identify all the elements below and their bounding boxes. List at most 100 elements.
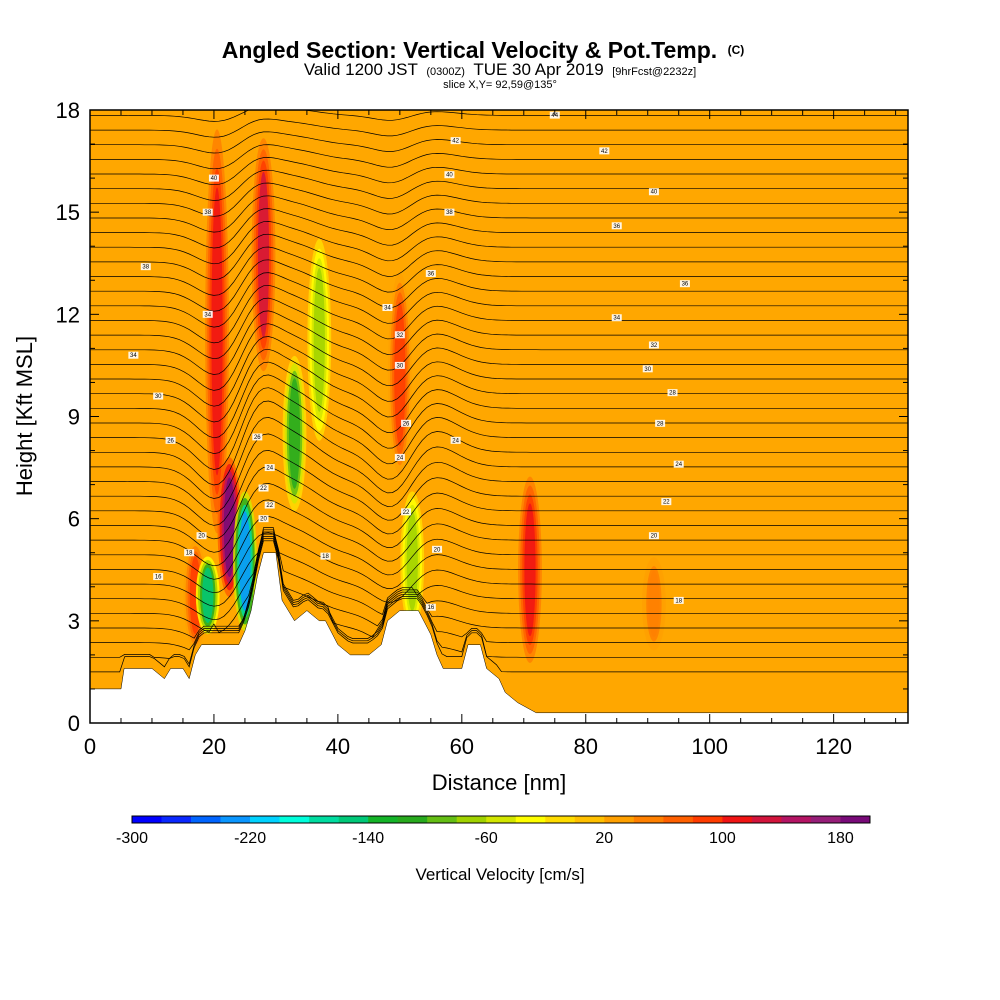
contour-label: 28 <box>655 419 666 427</box>
theta-contour-line <box>90 182 908 217</box>
contour-label: 36 <box>425 269 436 277</box>
colorbar-swatch <box>722 816 753 823</box>
contour-label-text: 32 <box>397 333 404 339</box>
contour-label-text: 42 <box>601 149 608 155</box>
theta-contour-line <box>90 433 908 513</box>
contour-label-bg <box>264 501 275 509</box>
theta-contour-line <box>90 361 908 439</box>
colorbar-swatch <box>132 816 162 823</box>
colorbar-swatch <box>486 816 517 823</box>
contour-label-text: 20 <box>651 534 658 540</box>
theta-contour-line <box>90 110 908 122</box>
x-tick-label: 60 <box>450 734 474 759</box>
contour-label-bg <box>425 603 436 611</box>
contour-label: 34 <box>202 310 213 318</box>
contour-label-text: 40 <box>651 190 658 196</box>
theta-contour-line <box>90 483 908 553</box>
y-axis-label: Height [Kft MSL] <box>12 336 37 496</box>
colorbar-swatch <box>427 816 458 823</box>
theta-contour-line <box>90 400 908 486</box>
contour-label-text: 24 <box>452 438 459 444</box>
y-tick-label: 3 <box>68 609 80 634</box>
theta-contour-line <box>90 259 908 312</box>
contour-label-text: 16 <box>427 605 434 611</box>
contour-label-bg <box>673 596 684 604</box>
theta-contour-line <box>90 336 908 407</box>
contour-label: 20 <box>648 532 659 540</box>
x-axis-label: Distance [nm] <box>432 770 567 795</box>
contour-label-bg <box>648 532 659 540</box>
contour-label: 30 <box>642 365 653 373</box>
colorbar-swatch <box>368 816 398 823</box>
contour-label-bg <box>202 208 213 216</box>
x-tick-label: 40 <box>326 734 350 759</box>
theta-contour-line <box>90 417 908 499</box>
y-tick-label: 15 <box>56 200 80 225</box>
contour-label-bg <box>264 464 275 472</box>
colorbar-swatch <box>309 816 339 823</box>
contour-labels: 44 42 42 40 40 40 38 38 36 38 36 36 34 34 34 34 32 32 30 30… <box>128 111 690 611</box>
contour-label: 20 <box>258 515 269 523</box>
y-tick-label: 0 <box>68 711 80 736</box>
chart-title: Angled Section: Vertical Velocity & Pot.… <box>222 37 745 63</box>
contour-label-bg <box>258 515 269 523</box>
colorbar-swatch <box>604 816 635 823</box>
colorbar-swatch <box>692 816 723 823</box>
contour-label-bg <box>202 310 213 318</box>
contour-label-text: 26 <box>403 421 410 427</box>
theta-contours <box>90 93 908 673</box>
chart-subtitle: Valid 1200 JST (0300Z) TUE 30 Apr 2019 [… <box>304 60 696 79</box>
contour-label: 18 <box>673 596 684 604</box>
contour-label-bg <box>401 419 412 427</box>
contour-label-bg <box>153 392 164 400</box>
x-tick-label: 80 <box>574 734 598 759</box>
contour-label-bg <box>667 389 678 397</box>
contour-label: 36 <box>679 280 690 288</box>
contour-label: 34 <box>382 304 393 312</box>
contour-label: 42 <box>599 147 610 155</box>
colorbar-tick-label: -300 <box>116 830 148 847</box>
velocity-contour-band <box>202 567 214 623</box>
contour-label-bg <box>425 269 436 277</box>
contour-label: 20 <box>196 532 207 540</box>
contour-label-bg <box>140 263 151 271</box>
theta-contour-line <box>90 272 908 328</box>
theta-contour-line <box>90 93 908 105</box>
contour-label-bg <box>382 304 393 312</box>
theta-contour-line <box>90 348 908 423</box>
theta-contour-line <box>90 532 908 594</box>
contour-label-bg <box>165 436 176 444</box>
velocity-contour-band <box>288 378 301 489</box>
contour-label: 28 <box>667 389 678 397</box>
contour-label: 32 <box>394 331 405 339</box>
forecast-info: [9hrFcst@2232z] <box>612 66 696 78</box>
contour-label-bg <box>258 484 269 492</box>
theta-contour-line <box>90 374 908 454</box>
velocity-contour-band <box>313 267 325 412</box>
contour-label: 18 <box>184 549 195 557</box>
velocity-contour-band <box>257 171 270 338</box>
y-tick-label: 12 <box>56 302 80 327</box>
contour-label-bg <box>450 436 461 444</box>
velocity-feature <box>307 238 332 441</box>
plot-area: 44 42 42 40 40 40 38 38 36 38 36 36 34 34 34 34 32 32 30 30… <box>90 93 908 723</box>
colorbar-swatch <box>397 816 428 823</box>
contour-label-text: 34 <box>130 353 137 359</box>
contour-label-text: 36 <box>682 282 689 288</box>
colorbar-tick-label: -60 <box>475 830 498 847</box>
theta-contour-line <box>90 450 908 526</box>
contour-label-bg <box>252 433 263 441</box>
colorbar-ticks: -300 -220 -140 -60 20 100 180 <box>116 830 854 847</box>
contour-label-bg <box>673 460 684 468</box>
velocity-contour-band <box>648 570 660 638</box>
contour-label: 30 <box>153 392 164 400</box>
contour-label-bg <box>642 365 653 373</box>
colorbar <box>131 815 871 824</box>
velocity-feature <box>642 557 666 651</box>
velocity-contour-band <box>406 511 418 612</box>
contour-label-text: 36 <box>613 224 620 230</box>
theta-contour-line <box>90 531 908 633</box>
contour-label-text: 38 <box>142 265 149 271</box>
contour-label-bg <box>394 331 405 339</box>
